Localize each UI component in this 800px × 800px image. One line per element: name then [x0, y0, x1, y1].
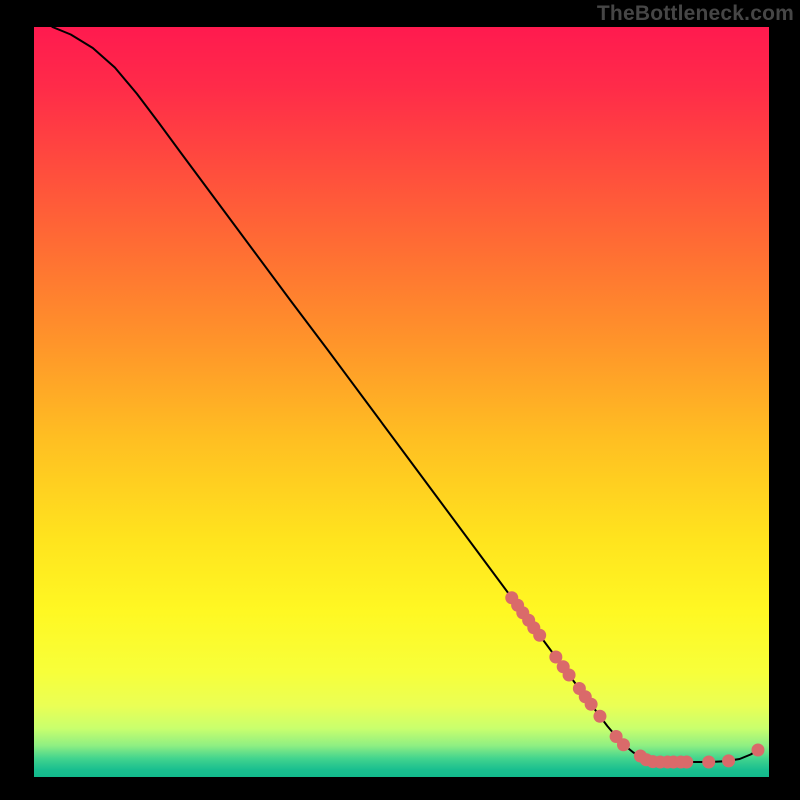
- marker-point: [680, 756, 693, 769]
- marker-point: [593, 710, 606, 723]
- chart-plot-area: [34, 27, 769, 777]
- marker-point: [702, 756, 715, 769]
- watermark-label: TheBottleneck.com: [597, 2, 794, 26]
- marker-point: [563, 669, 576, 682]
- marker-point: [533, 629, 546, 642]
- marker-point: [722, 754, 735, 767]
- marker-point: [617, 738, 630, 751]
- marker-point: [751, 744, 764, 757]
- bottleneck-markers: [34, 27, 769, 777]
- marker-point: [585, 698, 598, 711]
- canvas-root: TheBottleneck.com: [0, 0, 800, 800]
